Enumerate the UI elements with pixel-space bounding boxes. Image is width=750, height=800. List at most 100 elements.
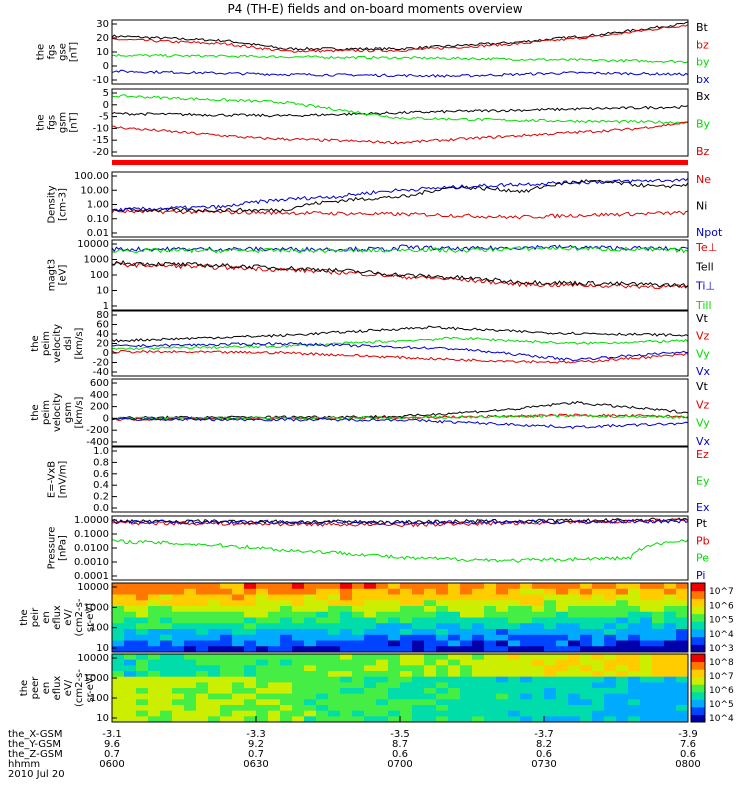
spectrogram-cell [196, 646, 209, 653]
spectrogram-cell [352, 634, 365, 641]
spectrogram-cell [172, 688, 185, 695]
y-axis-label: velocity [52, 324, 63, 363]
spectrogram-cell [256, 671, 269, 678]
spectrogram-cell [136, 699, 149, 706]
spectrogram-cell [364, 588, 377, 595]
spectrogram-cell [196, 676, 209, 683]
spectrogram-cell [232, 682, 245, 689]
spectrogram-cell [484, 693, 497, 700]
spectrogram-cell [472, 659, 485, 666]
panel-frame [111, 582, 689, 653]
y-tick-label: -40 [93, 367, 109, 378]
spectrogram-cell [328, 583, 341, 590]
spectrogram-cell [544, 716, 557, 723]
spectrogram-cell [532, 646, 545, 653]
status-bar [112, 160, 688, 165]
spectrogram-cell [136, 665, 149, 672]
spectrogram-cell [664, 688, 677, 695]
spectrogram-cell [352, 583, 365, 590]
spectrogram-cell [352, 688, 365, 695]
spectrogram-cell [220, 588, 233, 595]
y-axis-label: eflux [52, 605, 63, 630]
spectrogram-cell [472, 665, 485, 672]
spectrogram-cell [580, 640, 593, 647]
y-tick-label: 1 [103, 301, 109, 312]
spectrogram-cell [280, 640, 293, 647]
spectrogram-cell [232, 665, 245, 672]
y-tick-label: 20 [96, 339, 109, 350]
spectrogram-cell [676, 699, 689, 706]
spectrogram-cell [460, 611, 473, 618]
colorbar-swatch [691, 669, 705, 678]
spectrogram-cell [340, 688, 353, 695]
spectrogram-cell [436, 705, 449, 712]
spectrogram-cell [376, 665, 389, 672]
spectrogram-cell [280, 716, 293, 723]
spectrogram-cell [592, 705, 605, 712]
spectrogram-cell [640, 693, 653, 700]
spectrogram-cell [136, 676, 149, 683]
spectrogram-cell [220, 705, 233, 712]
spectrogram-cell [436, 693, 449, 700]
spectrogram-cell [616, 676, 629, 683]
spectrogram-cell [532, 671, 545, 678]
spectrogram-cell [208, 705, 221, 712]
spectrogram-cell [208, 659, 221, 666]
spectrogram-cell [412, 617, 425, 624]
spectrogram-cell [112, 693, 125, 700]
spectrogram-cell [220, 617, 233, 624]
spectrogram-cell [208, 617, 221, 624]
spectrogram-cell [160, 659, 173, 666]
colorbar-swatch [691, 684, 705, 693]
spectrogram-cell [652, 629, 665, 636]
spectrogram-cell [652, 710, 665, 717]
spectrogram-cell [376, 629, 389, 636]
spectrogram-cell [292, 583, 305, 590]
spectrogram-cell [316, 617, 329, 624]
x-axis-value: 9.2 [248, 739, 264, 750]
spectrogram-cell [292, 611, 305, 618]
colorbar-tick-label: 10^7 [709, 672, 734, 682]
spectrogram-cell [124, 659, 137, 666]
spectrogram-cell [220, 671, 233, 678]
spectrogram-cell [568, 640, 581, 647]
spectrogram-cell [268, 688, 281, 695]
legend-entry: Npot [696, 226, 723, 239]
spectrogram-cell [112, 588, 125, 595]
x-axis-value: 8.2 [536, 739, 552, 750]
y-axis-label: magt3 [47, 259, 58, 292]
spectrogram-cell [304, 634, 317, 641]
x-axis-value: 0600 [99, 759, 124, 770]
spectrogram-cell [160, 629, 173, 636]
spectrogram-cell [628, 583, 641, 590]
spectrogram-cell [520, 688, 533, 695]
spectrogram-cell [256, 606, 269, 613]
spectrogram-cell [496, 646, 509, 653]
spectrogram-cell [640, 671, 653, 678]
spectrogram-cell [508, 693, 521, 700]
y-tick-label: 60 [96, 320, 109, 331]
spectrogram-cell [220, 699, 233, 706]
spectrogram-cell [304, 665, 317, 672]
spectrogram-cell [364, 617, 377, 624]
spectrogram-cell [376, 676, 389, 683]
spectrogram-cell [520, 676, 533, 683]
spectrogram-cell [184, 611, 197, 618]
spectrogram-cell [424, 617, 437, 624]
spectrogram-cell [148, 688, 161, 695]
spectrogram-cell [388, 588, 401, 595]
panel-frame [111, 446, 689, 513]
spectrogram-cell [376, 606, 389, 613]
spectrogram-cell [424, 640, 437, 647]
series-line-Vy [111, 336, 689, 351]
x-axis-value: -3.9 [678, 729, 698, 740]
spectrogram-cell [580, 659, 593, 666]
colorbar-swatch [691, 636, 705, 645]
spectrogram-cell [556, 710, 569, 717]
spectrogram-cell [364, 640, 377, 647]
legend-entry: Vy [696, 417, 710, 430]
spectrogram-cell [364, 629, 377, 636]
spectrogram-cell [124, 623, 137, 630]
spectrogram-cell [280, 665, 293, 672]
spectrogram-cell [328, 699, 341, 706]
